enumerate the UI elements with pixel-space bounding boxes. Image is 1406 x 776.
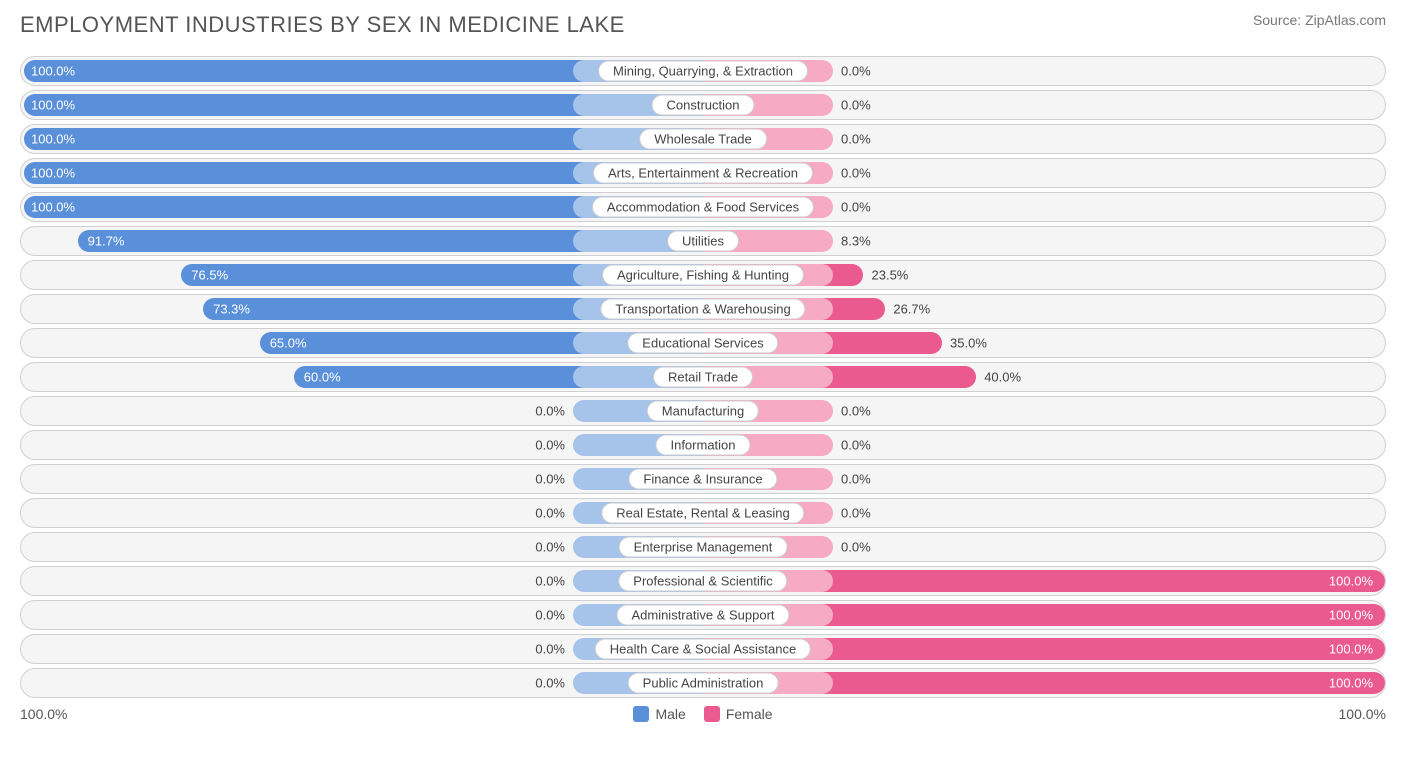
category-label: Arts, Entertainment & Recreation — [593, 163, 813, 184]
female-value-label: 0.0% — [841, 98, 871, 113]
female-value-label: 100.0% — [1329, 642, 1373, 657]
female-value-label: 0.0% — [841, 506, 871, 521]
female-value-label: 0.0% — [841, 64, 871, 79]
legend-label-male: Male — [655, 706, 685, 722]
chart-row: 0.0% 0.0% Manufacturing — [20, 396, 1386, 426]
chart-row: 0.0% 100.0% Administrative & Support — [20, 600, 1386, 630]
chart-row: 100.0% 0.0% Arts, Entertainment & Recreati… — [20, 158, 1386, 188]
chart-row: 0.0% 100.0% Health Care & Social Assistanc… — [20, 634, 1386, 664]
chart-row: 76.5% 23.5% Agriculture, Fishing & Hunting — [20, 260, 1386, 290]
category-label: Educational Services — [627, 333, 778, 354]
category-label: Accommodation & Food Services — [592, 197, 814, 218]
male-value-label: 91.7% — [88, 234, 125, 249]
category-label: Retail Trade — [653, 367, 753, 388]
chart-row: 100.0% 0.0% Wholesale Trade — [20, 124, 1386, 154]
category-label: Information — [655, 435, 750, 456]
female-value-label: 100.0% — [1329, 608, 1373, 623]
category-label: Professional & Scientific — [618, 571, 787, 592]
chart-header: EMPLOYMENT INDUSTRIES BY SEX IN MEDICINE… — [20, 12, 1386, 38]
male-value-label: 100.0% — [31, 166, 75, 181]
chart-row: 0.0% 0.0% Information — [20, 430, 1386, 460]
chart-row: 73.3% 26.7% Transportation & Warehousing — [20, 294, 1386, 324]
male-value-label: 73.3% — [213, 302, 250, 317]
female-value-label: 0.0% — [841, 200, 871, 215]
axis-right-label: 100.0% — [1339, 706, 1386, 722]
male-value-label: 0.0% — [535, 472, 565, 487]
male-value-label: 100.0% — [31, 200, 75, 215]
female-value-label: 100.0% — [1329, 676, 1373, 691]
female-value-label: 0.0% — [841, 132, 871, 147]
female-value-label: 40.0% — [984, 370, 1021, 385]
male-value-label: 100.0% — [31, 64, 75, 79]
category-label: Agriculture, Fishing & Hunting — [602, 265, 804, 286]
chart-row: 65.0% 35.0% Educational Services — [20, 328, 1386, 358]
male-value-label: 0.0% — [535, 506, 565, 521]
category-label: Construction — [652, 95, 755, 116]
chart-title: EMPLOYMENT INDUSTRIES BY SEX IN MEDICINE… — [20, 12, 625, 38]
male-value-label: 0.0% — [535, 404, 565, 419]
legend-label-female: Female — [726, 706, 773, 722]
category-label: Health Care & Social Assistance — [595, 639, 811, 660]
chart-row: 0.0% 0.0% Finance & Insurance — [20, 464, 1386, 494]
chart-legend: 100.0% Male Female 100.0% — [20, 706, 1386, 722]
female-value-label: 8.3% — [841, 234, 871, 249]
male-value-label: 0.0% — [535, 438, 565, 453]
chart-row: 100.0% 0.0% Mining, Quarrying, & Extractio… — [20, 56, 1386, 86]
male-value-label: 100.0% — [31, 98, 75, 113]
male-value-label: 60.0% — [304, 370, 341, 385]
chart-row: 91.7% 8.3% Utilities — [20, 226, 1386, 256]
category-label: Administrative & Support — [616, 605, 789, 626]
chart-row: 100.0% 0.0% Accommodation & Food Services — [20, 192, 1386, 222]
female-swatch — [704, 706, 720, 722]
category-label: Enterprise Management — [619, 537, 788, 558]
female-value-label: 0.0% — [841, 438, 871, 453]
female-value-label: 23.5% — [872, 268, 909, 283]
male-value-label: 0.0% — [535, 540, 565, 555]
category-label: Transportation & Warehousing — [600, 299, 805, 320]
chart-row: 60.0% 40.0% Retail Trade — [20, 362, 1386, 392]
category-label: Wholesale Trade — [639, 129, 767, 150]
female-value-label: 0.0% — [841, 404, 871, 419]
chart-row: 0.0% 100.0% Professional & Scientific — [20, 566, 1386, 596]
chart-row: 0.0% 100.0% Public Administration — [20, 668, 1386, 698]
female-value-label: 100.0% — [1329, 574, 1373, 589]
category-label: Real Estate, Rental & Leasing — [601, 503, 804, 524]
male-value-label: 100.0% — [31, 132, 75, 147]
male-value-label: 0.0% — [535, 676, 565, 691]
male-value-label: 76.5% — [191, 268, 228, 283]
chart-row: 100.0% 0.0% Construction — [20, 90, 1386, 120]
category-label: Utilities — [667, 231, 739, 252]
legend-item-female: Female — [704, 706, 773, 722]
male-value-label: 0.0% — [535, 642, 565, 657]
male-swatch — [633, 706, 649, 722]
legend-item-male: Male — [633, 706, 685, 722]
category-label: Manufacturing — [647, 401, 759, 422]
axis-left-label: 100.0% — [20, 706, 67, 722]
male-value-label: 0.0% — [535, 608, 565, 623]
male-value-label: 0.0% — [535, 574, 565, 589]
category-label: Finance & Insurance — [628, 469, 777, 490]
legend-items: Male Female — [633, 706, 772, 722]
female-value-label: 0.0% — [841, 472, 871, 487]
female-value-label: 0.0% — [841, 540, 871, 555]
chart-source: Source: ZipAtlas.com — [1253, 12, 1386, 28]
male-value-label: 65.0% — [270, 336, 307, 351]
chart-row: 0.0% 0.0% Real Estate, Rental & Leasing — [20, 498, 1386, 528]
female-value-label: 0.0% — [841, 166, 871, 181]
chart-row: 0.0% 0.0% Enterprise Management — [20, 532, 1386, 562]
female-value-label: 26.7% — [893, 302, 930, 317]
category-label: Public Administration — [628, 673, 779, 694]
female-value-label: 35.0% — [950, 336, 987, 351]
diverging-bar-chart: 100.0% 0.0% Mining, Quarrying, & Extractio… — [20, 56, 1386, 698]
category-label: Mining, Quarrying, & Extraction — [598, 61, 808, 82]
